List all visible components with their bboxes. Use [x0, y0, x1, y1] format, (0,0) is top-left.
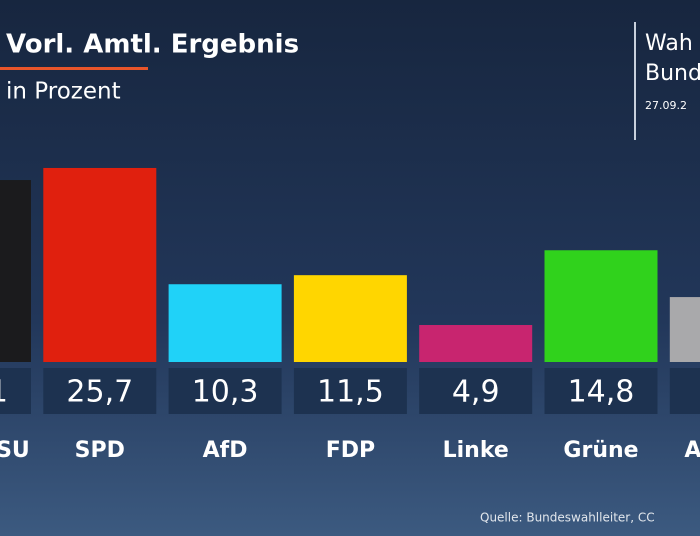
value-box	[419, 368, 533, 414]
value-box	[669, 368, 700, 414]
bar	[669, 297, 700, 362]
chart-subtitle: in Prozent	[6, 79, 121, 105]
value-box	[293, 368, 407, 414]
value-label: 24,1	[0, 375, 8, 410]
value-label: 10,3	[192, 375, 259, 410]
value-box	[0, 368, 31, 414]
category-label: CDU/CSU	[0, 438, 30, 463]
bar	[544, 250, 658, 362]
value-box	[43, 368, 157, 414]
bar	[0, 180, 31, 362]
category-label: SPD	[75, 438, 125, 463]
value-label: 4,9	[452, 375, 500, 410]
category-label: AfD	[203, 438, 248, 463]
header-text: Wah	[645, 31, 693, 56]
bar	[168, 284, 282, 362]
value-label: 14,8	[568, 375, 635, 410]
category-label: A	[684, 438, 700, 463]
bar	[43, 167, 157, 362]
bar	[419, 325, 533, 362]
title-underline	[0, 67, 148, 70]
chart-title: Vorl. Amtl. Ergebnis	[6, 30, 299, 60]
header-date: 27.09.2	[645, 99, 687, 112]
category-label: Grüne	[563, 438, 638, 463]
value-box	[544, 368, 658, 414]
category-label: Linke	[443, 438, 509, 463]
header-text: Bund	[645, 61, 700, 86]
source: Quelle: Bundeswahlleiter, CC	[480, 511, 655, 525]
category-label: FDP	[326, 438, 375, 463]
value-label: 11,5	[317, 375, 384, 410]
bar	[293, 275, 407, 362]
value-box	[168, 368, 282, 414]
value-label: 25,7	[66, 375, 133, 410]
